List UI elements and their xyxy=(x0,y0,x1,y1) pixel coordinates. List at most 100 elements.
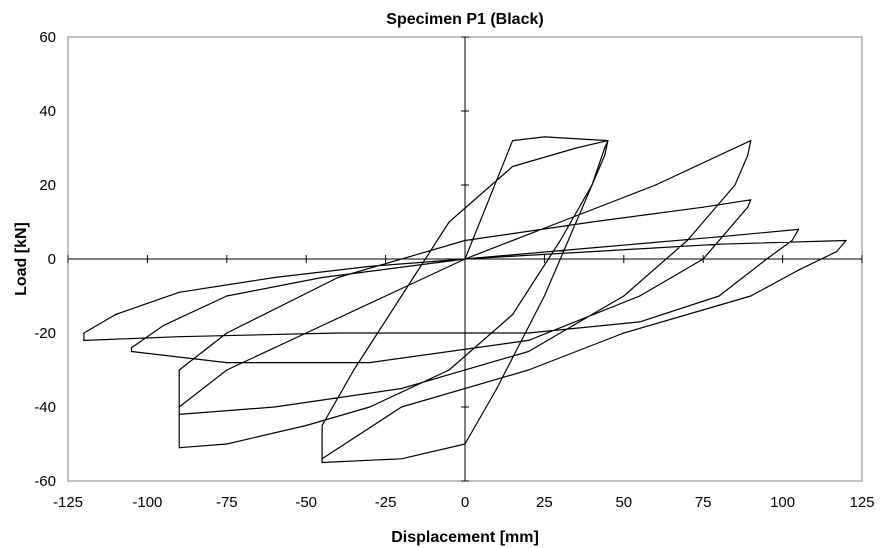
x-tick-label: -100 xyxy=(132,494,162,511)
data-point xyxy=(747,206,749,208)
data-point xyxy=(464,258,466,260)
x-tick-label: 25 xyxy=(536,494,553,511)
data-point xyxy=(591,251,593,253)
data-point xyxy=(83,339,85,341)
data-point xyxy=(604,154,606,156)
y-tick-label: -20 xyxy=(34,325,56,342)
data-point xyxy=(178,447,180,449)
y-tick-label: 60 xyxy=(39,29,56,46)
data-point xyxy=(527,339,530,341)
data-point xyxy=(766,258,768,260)
y-tick-label: 0 xyxy=(48,251,56,268)
y-tick-label: 40 xyxy=(39,103,56,120)
data-point xyxy=(178,336,180,338)
chart-title: Specimen P1 (Black) xyxy=(386,11,543,28)
data-point xyxy=(836,251,838,253)
data-point xyxy=(527,369,530,371)
data-point xyxy=(369,265,371,267)
data-point xyxy=(702,258,704,260)
data-point xyxy=(337,276,339,279)
data-point xyxy=(511,313,514,316)
data-point xyxy=(686,313,688,316)
data-point xyxy=(575,147,577,149)
data-point xyxy=(791,239,793,242)
data-point xyxy=(369,406,371,408)
data-point xyxy=(747,154,749,156)
x-axis-title: Displacement [mm] xyxy=(391,529,539,546)
data-point xyxy=(305,424,307,427)
data-point xyxy=(321,276,323,279)
data-point xyxy=(559,239,561,242)
data-point xyxy=(464,443,466,445)
data-point xyxy=(527,350,530,353)
data-point xyxy=(845,239,847,242)
x-tick-label: 0 xyxy=(461,494,469,511)
data-point xyxy=(639,321,641,323)
data-point xyxy=(591,247,593,249)
data-point xyxy=(178,406,180,408)
data-point xyxy=(734,221,736,223)
data-point xyxy=(178,413,180,415)
data-point xyxy=(448,369,450,371)
y-tick-label: -60 xyxy=(34,473,56,490)
y-axis-title: Load [kN] xyxy=(13,222,30,296)
data-point xyxy=(750,140,752,142)
data-point xyxy=(718,295,720,297)
data-point xyxy=(750,199,752,201)
data-point xyxy=(369,362,371,364)
data-point xyxy=(750,295,752,297)
data-point xyxy=(321,424,323,427)
y-tick-label: -40 xyxy=(34,399,56,416)
data-point xyxy=(591,221,593,223)
data-point xyxy=(797,269,800,271)
data-point xyxy=(591,184,593,186)
y-axis-ticks: 60 40 20 0 -20 -40 -60 xyxy=(34,29,469,490)
data-point xyxy=(623,332,625,334)
data-point xyxy=(400,387,403,390)
series-group xyxy=(83,136,847,464)
x-tick-label: -125 xyxy=(53,494,83,511)
data-point xyxy=(718,243,720,245)
x-tick-label: -25 xyxy=(375,494,397,511)
data-point xyxy=(273,276,275,279)
data-point xyxy=(559,221,561,223)
data-point xyxy=(83,332,85,334)
data-point xyxy=(353,369,355,371)
data-point xyxy=(400,458,403,460)
x-tick-label: 75 xyxy=(695,494,712,511)
data-point xyxy=(575,221,577,223)
data-point xyxy=(162,325,164,327)
data-point xyxy=(321,461,323,464)
y-tick-label: 20 xyxy=(39,177,56,194)
data-point xyxy=(448,221,450,223)
data-point xyxy=(178,369,180,371)
data-point xyxy=(226,295,228,297)
data-point xyxy=(464,239,466,242)
data-point xyxy=(273,406,275,408)
x-tick-label: 125 xyxy=(849,494,874,511)
data-point xyxy=(639,295,641,297)
x-tick-label: -75 xyxy=(216,494,238,511)
data-point xyxy=(400,406,403,408)
data-point xyxy=(226,443,228,445)
data-point xyxy=(734,184,736,186)
data-point xyxy=(226,362,228,364)
data-point xyxy=(511,140,514,142)
data-point xyxy=(400,295,403,297)
x-axis-ticks: -125 -100 -75 -50 -25 0 25 50 75 100 125 xyxy=(53,255,875,511)
data-point xyxy=(604,147,606,149)
data-point xyxy=(115,313,117,316)
data-point xyxy=(527,332,530,334)
x-tick-label: 50 xyxy=(615,494,632,511)
data-point xyxy=(178,291,180,293)
data-point xyxy=(718,236,720,238)
data-point xyxy=(226,369,228,371)
data-point xyxy=(511,165,514,168)
data-point xyxy=(702,206,704,208)
data-point xyxy=(797,228,800,230)
data-point xyxy=(686,239,688,242)
data-point xyxy=(623,295,625,297)
data-point xyxy=(607,140,609,142)
data-point xyxy=(130,350,133,353)
